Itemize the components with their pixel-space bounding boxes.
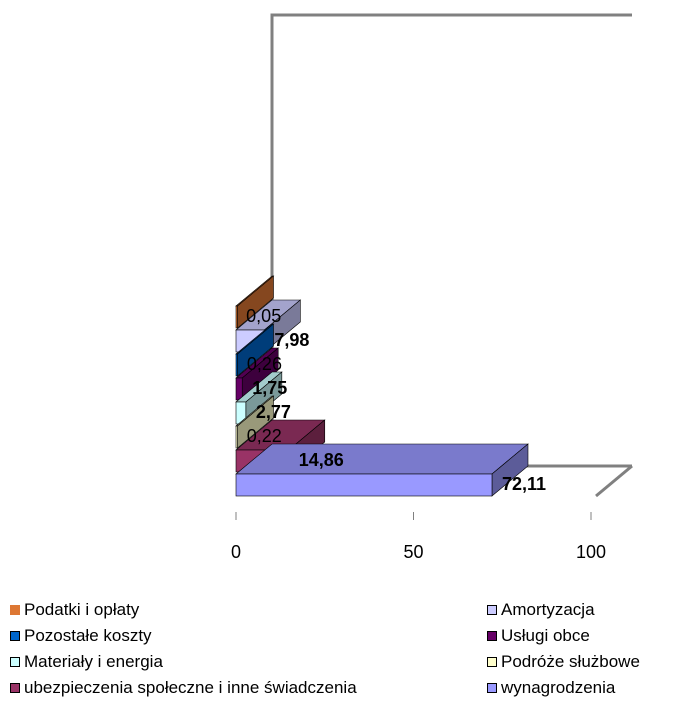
chart-legend: Podatki i opłaty Pozostałe koszty Materi… xyxy=(0,598,673,718)
legend-item-uslugi: Usługi obce xyxy=(487,624,590,648)
legend-item-pozostale: Pozostałe koszty xyxy=(10,624,152,648)
legend-swatch xyxy=(10,631,20,641)
bar-7 xyxy=(235,275,275,329)
x-tick-label: 0 xyxy=(231,542,241,562)
bar-0 xyxy=(235,443,529,497)
legend-label: Pozostałe koszty xyxy=(24,626,152,645)
bar-chart: 0 50 100 72,11 14,86 0,22 2,77 1,75 0,26 7,98 0,05 xyxy=(231,13,633,562)
legend-swatch xyxy=(10,683,20,693)
data-label: 0,22 xyxy=(247,426,282,446)
legend-swatch xyxy=(10,657,20,667)
data-label: 2,77 xyxy=(256,402,291,422)
bar-front-face xyxy=(235,377,243,401)
legend-label: Materiały i energia xyxy=(24,652,163,671)
bar-front-face xyxy=(235,353,238,377)
legend-label: Podatki i opłaty xyxy=(24,600,140,619)
back-wall-outline xyxy=(270,13,632,466)
legend-item-amortyzacja: Amortyzacja xyxy=(487,598,595,622)
legend-item-podroze: Podróże służbowe xyxy=(487,650,640,674)
legend-label: Amortyzacja xyxy=(501,600,595,619)
bar-front-face xyxy=(235,473,493,497)
data-label: 7,98 xyxy=(274,330,309,350)
bar-top-face xyxy=(235,443,529,475)
bar-5 xyxy=(235,323,275,377)
floor-right-edge xyxy=(595,464,633,498)
legend-label: wynagrodzenia xyxy=(501,678,616,697)
bar-2 xyxy=(235,395,275,449)
legend-label: Usługi obce xyxy=(501,626,590,645)
bar-front-face xyxy=(235,305,238,329)
data-label: 1,75 xyxy=(252,378,287,398)
legend-swatch xyxy=(487,683,497,693)
bar-front-face xyxy=(235,425,238,449)
legend-item-podatki: Podatki i opłaty xyxy=(10,598,139,622)
data-label: 0,05 xyxy=(246,306,281,326)
legend-label: Podróże służbowe xyxy=(501,652,640,671)
legend-swatch xyxy=(487,605,497,615)
legend-label: ubezpieczenia społeczne i inne świadczen… xyxy=(24,678,357,697)
legend-item-wynagrodzenia: wynagrodzenia xyxy=(487,676,615,700)
bar-4 xyxy=(235,347,280,401)
data-label: 14,86 xyxy=(299,450,344,470)
data-label: 0,26 xyxy=(247,354,282,374)
x-tick-label: 100 xyxy=(576,542,606,562)
legend-item-materialy: Materiały i energia xyxy=(10,650,163,674)
data-label: 72,11 xyxy=(502,474,546,494)
legend-item-ubezpieczenia: ubezpieczenia społeczne i inne świadczen… xyxy=(10,676,357,700)
legend-swatch xyxy=(10,605,20,615)
legend-swatch xyxy=(487,631,497,641)
legend-swatch xyxy=(487,657,497,667)
x-tick-label: 50 xyxy=(403,542,423,562)
